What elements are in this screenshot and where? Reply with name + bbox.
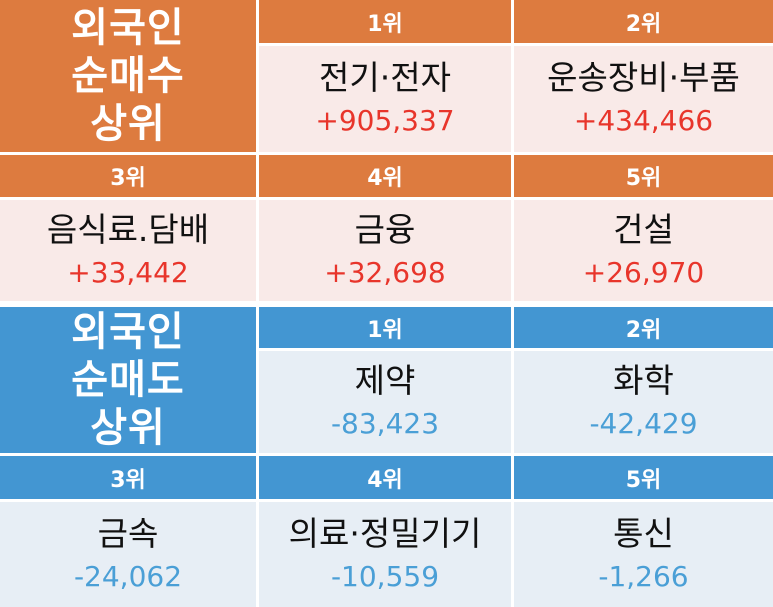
- sell-rank-1-sector: 제약: [354, 361, 416, 400]
- buy-rank-2-sector: 운송장비·부품: [547, 58, 740, 97]
- buy-rank-2-value: +434,466: [573, 104, 714, 137]
- buy-title-line-3: 상위: [90, 101, 166, 147]
- sell-rank-1-cell: 제약 -83,423: [259, 351, 511, 453]
- sell-rank-3-cell: 금속 -24,062: [0, 502, 256, 607]
- buy-rank-3-cell: 음식료.담배 +33,442: [0, 200, 256, 301]
- sell-title-line-1: 외국인: [71, 309, 185, 355]
- sell-rank-1-value: -83,423: [330, 407, 440, 440]
- buy-rank-4-value: +32,698: [324, 255, 446, 289]
- sell-rank-4-sector: 의료·정밀기기: [288, 513, 482, 553]
- sell-rank-1-header: 1위: [259, 307, 511, 348]
- sell-rank-3-sector: 금속: [97, 513, 159, 553]
- sell-rank-3-header: 3위: [0, 456, 256, 499]
- sell-section-title: 외국인 순매도 상위: [0, 307, 256, 453]
- sell-title-line-3: 상위: [90, 405, 166, 451]
- buy-rank-5-value: +26,970: [582, 255, 705, 289]
- sell-rank-5-value: -1,266: [598, 559, 689, 593]
- sell-rank-2-sector: 화학: [613, 361, 674, 400]
- sell-rank-4-value: -10,559: [330, 559, 440, 593]
- sell-rank-4-header: 4위: [259, 456, 511, 499]
- buy-rank-3-value: +33,442: [67, 255, 189, 289]
- buy-rank-2-cell: 운송장비·부품 +434,466: [514, 46, 773, 152]
- sell-rank-2-header: 2위: [514, 307, 773, 348]
- buy-rank-5-cell: 건설 +26,970: [514, 200, 773, 301]
- buy-rank-4-sector: 금융: [354, 209, 416, 249]
- buy-rank-1-value: +905,337: [315, 104, 455, 137]
- sell-rank-5-cell: 통신 -1,266: [514, 502, 773, 607]
- sell-rank-5-header: 5위: [514, 456, 773, 499]
- buy-rank-3-sector: 음식료.담배: [46, 209, 210, 249]
- buy-section-title: 외국인 순매수 상위: [0, 0, 256, 152]
- sell-rank-4-cell: 의료·정밀기기 -10,559: [259, 502, 511, 607]
- buy-rank-1-header: 1위: [259, 0, 511, 43]
- buy-rank-4-cell: 금융 +32,698: [259, 200, 511, 301]
- buy-rank-5-sector: 건설: [613, 209, 674, 249]
- sell-rank-5-sector: 통신: [613, 513, 674, 553]
- buy-rank-2-header: 2위: [514, 0, 773, 43]
- sell-title-line-2: 순매도: [71, 357, 185, 403]
- sell-rank-2-cell: 화학 -42,429: [514, 351, 773, 453]
- sell-rank-3-value: -24,062: [73, 559, 183, 593]
- buy-rank-1-cell: 전기·전자 +905,337: [259, 46, 511, 152]
- buy-title-line-2: 순매수: [71, 53, 185, 99]
- buy-rank-1-sector: 전기·전자: [319, 58, 451, 97]
- buy-rank-5-header: 5위: [514, 155, 773, 197]
- sell-rank-2-value: -42,429: [589, 407, 698, 440]
- buy-rank-4-header: 4위: [259, 155, 511, 197]
- buy-rank-3-header: 3위: [0, 155, 256, 197]
- buy-title-line-1: 외국인: [71, 5, 185, 51]
